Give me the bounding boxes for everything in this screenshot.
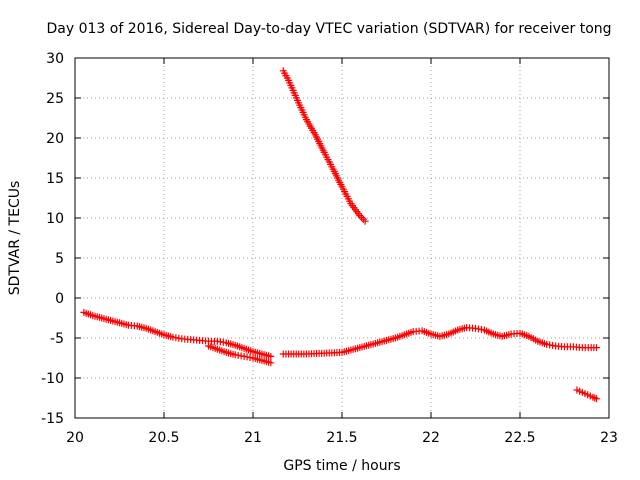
y-axis-label: SDTVAR / TECUs	[7, 181, 23, 296]
series-arc-3	[279, 67, 369, 225]
x-tick-label: 21	[244, 430, 262, 446]
x-tick-label: 22	[422, 430, 440, 446]
x-tick-label: 22.5	[504, 430, 535, 446]
x-tick-label: 20.5	[148, 430, 179, 446]
data-point-marker	[593, 344, 601, 352]
y-tick-label: -15	[41, 411, 64, 427]
y-tick-label: 20	[46, 131, 64, 147]
y-tick-label: 30	[46, 51, 64, 67]
x-tick-label: 20	[66, 430, 84, 446]
y-tick-label: 25	[46, 91, 64, 107]
y-tick-label: 15	[46, 171, 64, 187]
y-tick-label: -10	[41, 371, 64, 387]
y-tick-label: 0	[55, 291, 64, 307]
y-tick-label: -5	[50, 331, 64, 347]
data-point-marker	[267, 352, 275, 360]
x-tick-label: 21.5	[326, 430, 357, 446]
series-arc-2	[205, 342, 275, 367]
y-tick-label: 5	[55, 251, 64, 267]
grid	[75, 58, 609, 418]
chart-title: Day 013 of 2016, Sidereal Day-to-day VTE…	[46, 21, 611, 37]
axis-ticks	[74, 57, 610, 419]
data-point-marker	[361, 217, 369, 225]
data-point-marker	[267, 359, 275, 367]
x-tick-label: 23	[600, 430, 618, 446]
y-tick-label: 10	[46, 211, 64, 227]
series-arc-5	[573, 386, 601, 403]
data-point-marker	[593, 395, 601, 403]
x-axis-label: GPS time / hours	[283, 458, 400, 474]
series-arc-1	[80, 308, 275, 360]
series-arc-4	[279, 324, 601, 358]
data-layer	[80, 67, 601, 403]
